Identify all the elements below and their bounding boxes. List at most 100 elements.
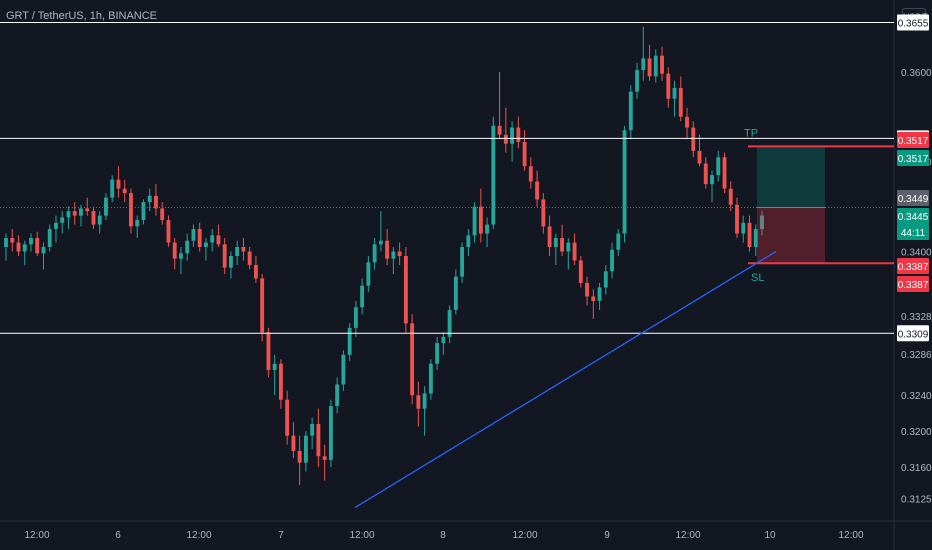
candle-body bbox=[316, 423, 321, 457]
candle-body bbox=[503, 134, 508, 144]
candle-body bbox=[141, 202, 146, 221]
candle-body bbox=[10, 238, 15, 243]
candle-body bbox=[228, 256, 233, 268]
candle-body bbox=[716, 157, 721, 176]
candle-body bbox=[366, 262, 371, 286]
candle-body bbox=[728, 188, 733, 205]
candle-body bbox=[235, 247, 240, 257]
candle-body bbox=[360, 285, 365, 308]
price-badge bbox=[897, 190, 929, 206]
candle-body bbox=[47, 229, 52, 248]
candle-body bbox=[435, 343, 440, 364]
candle-body bbox=[91, 211, 96, 225]
candle-body bbox=[753, 229, 758, 248]
candle-body bbox=[160, 208, 165, 221]
candle-body bbox=[553, 238, 558, 248]
candle-body bbox=[472, 206, 477, 236]
candle-body bbox=[353, 307, 358, 328]
candle-body bbox=[697, 150, 702, 164]
candle-body bbox=[735, 204, 739, 234]
candle-body bbox=[647, 58, 652, 77]
candle-body bbox=[278, 363, 283, 400]
candle-body bbox=[129, 193, 133, 227]
candle-body bbox=[403, 256, 408, 324]
candle-body bbox=[610, 249, 614, 272]
trendline-layer[interactable] bbox=[354, 250, 777, 509]
candle-body bbox=[197, 229, 202, 248]
candle-body bbox=[35, 238, 40, 254]
candle-body bbox=[678, 88, 683, 117]
candle-body bbox=[54, 222, 58, 230]
candle-body bbox=[210, 235, 215, 243]
candle-body bbox=[703, 163, 708, 185]
candle-body bbox=[685, 116, 689, 128]
candle-body bbox=[510, 127, 515, 144]
candle-body bbox=[528, 166, 533, 182]
price-tick-label: 0.3240 bbox=[901, 391, 932, 402]
price-badge-text: 0.3517 bbox=[898, 136, 929, 147]
candle-body bbox=[222, 244, 227, 268]
candle-body bbox=[572, 242, 577, 261]
candle-body bbox=[666, 73, 671, 99]
candle-body bbox=[247, 251, 252, 265]
candle-body bbox=[297, 450, 302, 463]
candle-body bbox=[653, 55, 658, 77]
time-tick-label: 9 bbox=[604, 530, 610, 541]
candle-body bbox=[285, 399, 290, 436]
candle-body bbox=[172, 242, 177, 259]
candle-body bbox=[641, 58, 646, 71]
candle-body bbox=[447, 309, 452, 337]
price-badge bbox=[897, 150, 929, 166]
levels-layer bbox=[0, 21, 894, 334]
candle-body bbox=[191, 229, 196, 241]
candle-body bbox=[347, 327, 352, 355]
candle-body bbox=[491, 125, 496, 225]
position-layer[interactable]: TP SL bbox=[744, 127, 894, 284]
candle-body bbox=[291, 435, 296, 451]
candle-body bbox=[622, 130, 627, 234]
price-badge-text: 0.3449 bbox=[898, 194, 929, 205]
candle-body bbox=[410, 323, 415, 396]
stop-loss-zone bbox=[757, 207, 825, 264]
price-badge bbox=[897, 276, 929, 292]
candle-body bbox=[385, 240, 390, 259]
candle-body bbox=[660, 55, 664, 74]
candle-body bbox=[266, 332, 271, 371]
time-tick-label: 6 bbox=[115, 530, 121, 541]
candle-body bbox=[135, 220, 140, 227]
candle-body bbox=[116, 179, 121, 189]
price-tick-label: 0.3200 bbox=[901, 427, 932, 438]
chart-title: GRT / TetherUS, 1h, BINANCE bbox=[6, 10, 158, 22]
candle-body bbox=[485, 224, 490, 234]
price-tick-label: 0.3160 bbox=[901, 463, 932, 474]
price-tick-label: 0.3600 bbox=[901, 68, 932, 79]
time-axis[interactable]: 12:00 6 12:00 7 12:00 8 12:00 9 12:00 10 12:00 bbox=[24, 530, 863, 541]
price-badges: 0.36550.35260.33090.35170.35170.34490.34… bbox=[897, 14, 929, 342]
price-tick-label: 0.3125 bbox=[901, 495, 932, 506]
candle-body bbox=[185, 240, 190, 254]
candle-body bbox=[22, 244, 27, 252]
candle-body bbox=[79, 208, 83, 216]
price-tick-label: 0.3400 bbox=[901, 248, 932, 259]
take-profit-zone bbox=[757, 146, 825, 208]
price-badge-text: 44:11 bbox=[901, 228, 926, 239]
time-tick-label: 12:00 bbox=[512, 530, 537, 541]
candle-body bbox=[710, 175, 714, 185]
level-price-badge-text: 0.3309 bbox=[898, 329, 929, 340]
candle-body bbox=[541, 199, 546, 227]
candle-body bbox=[522, 141, 527, 167]
price-badge-text: 0.3387 bbox=[898, 262, 929, 273]
candle-body bbox=[85, 208, 90, 212]
candle-body bbox=[691, 127, 696, 151]
candle-body bbox=[72, 211, 77, 216]
candle-body bbox=[747, 222, 752, 248]
candle-body bbox=[560, 238, 565, 252]
time-tick-label: 12:00 bbox=[349, 530, 374, 541]
price-badge-text: 0.3445 bbox=[898, 212, 929, 223]
level-price-badge bbox=[897, 325, 929, 342]
candle-body bbox=[585, 282, 589, 297]
candle-body bbox=[260, 278, 265, 333]
candle-body bbox=[460, 247, 465, 277]
price-badge bbox=[897, 258, 929, 274]
